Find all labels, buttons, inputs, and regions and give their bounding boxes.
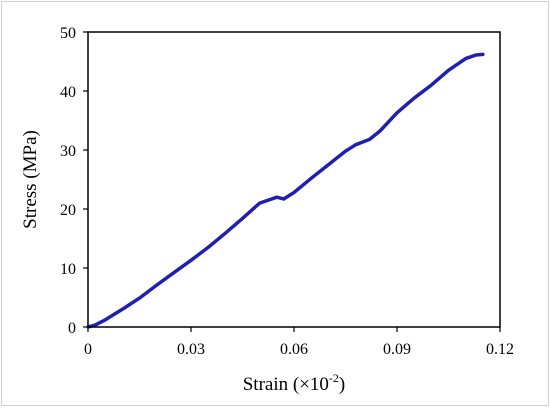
stress-strain-curve <box>86 52 485 329</box>
x-tick-label: 0.09 <box>383 341 411 358</box>
y-tick-label: 40 <box>60 84 76 101</box>
x-tick-label: 0.12 <box>486 341 514 358</box>
x-tick-label: 0 <box>84 341 92 358</box>
y-tick-label: 50 <box>60 25 76 42</box>
y-tick-label: 30 <box>60 143 76 160</box>
y-tick-label: 10 <box>60 261 76 278</box>
x-tick-label: 0.06 <box>280 341 308 358</box>
tick-labels: 0 0.03 0.06 0.09 0.12 0 10 20 30 40 50 <box>60 25 514 358</box>
y-tick-label: 20 <box>60 202 76 219</box>
x-tick-label: 0.03 <box>177 341 205 358</box>
y-axis-title: Stress (MPa) <box>20 130 41 229</box>
chart-area-border <box>1 1 549 406</box>
plot-area-frame <box>87 31 501 328</box>
series-layer <box>86 52 485 329</box>
y-tick-label: 0 <box>68 320 76 337</box>
x-axis-title: Strain (×10-2) <box>243 371 346 395</box>
